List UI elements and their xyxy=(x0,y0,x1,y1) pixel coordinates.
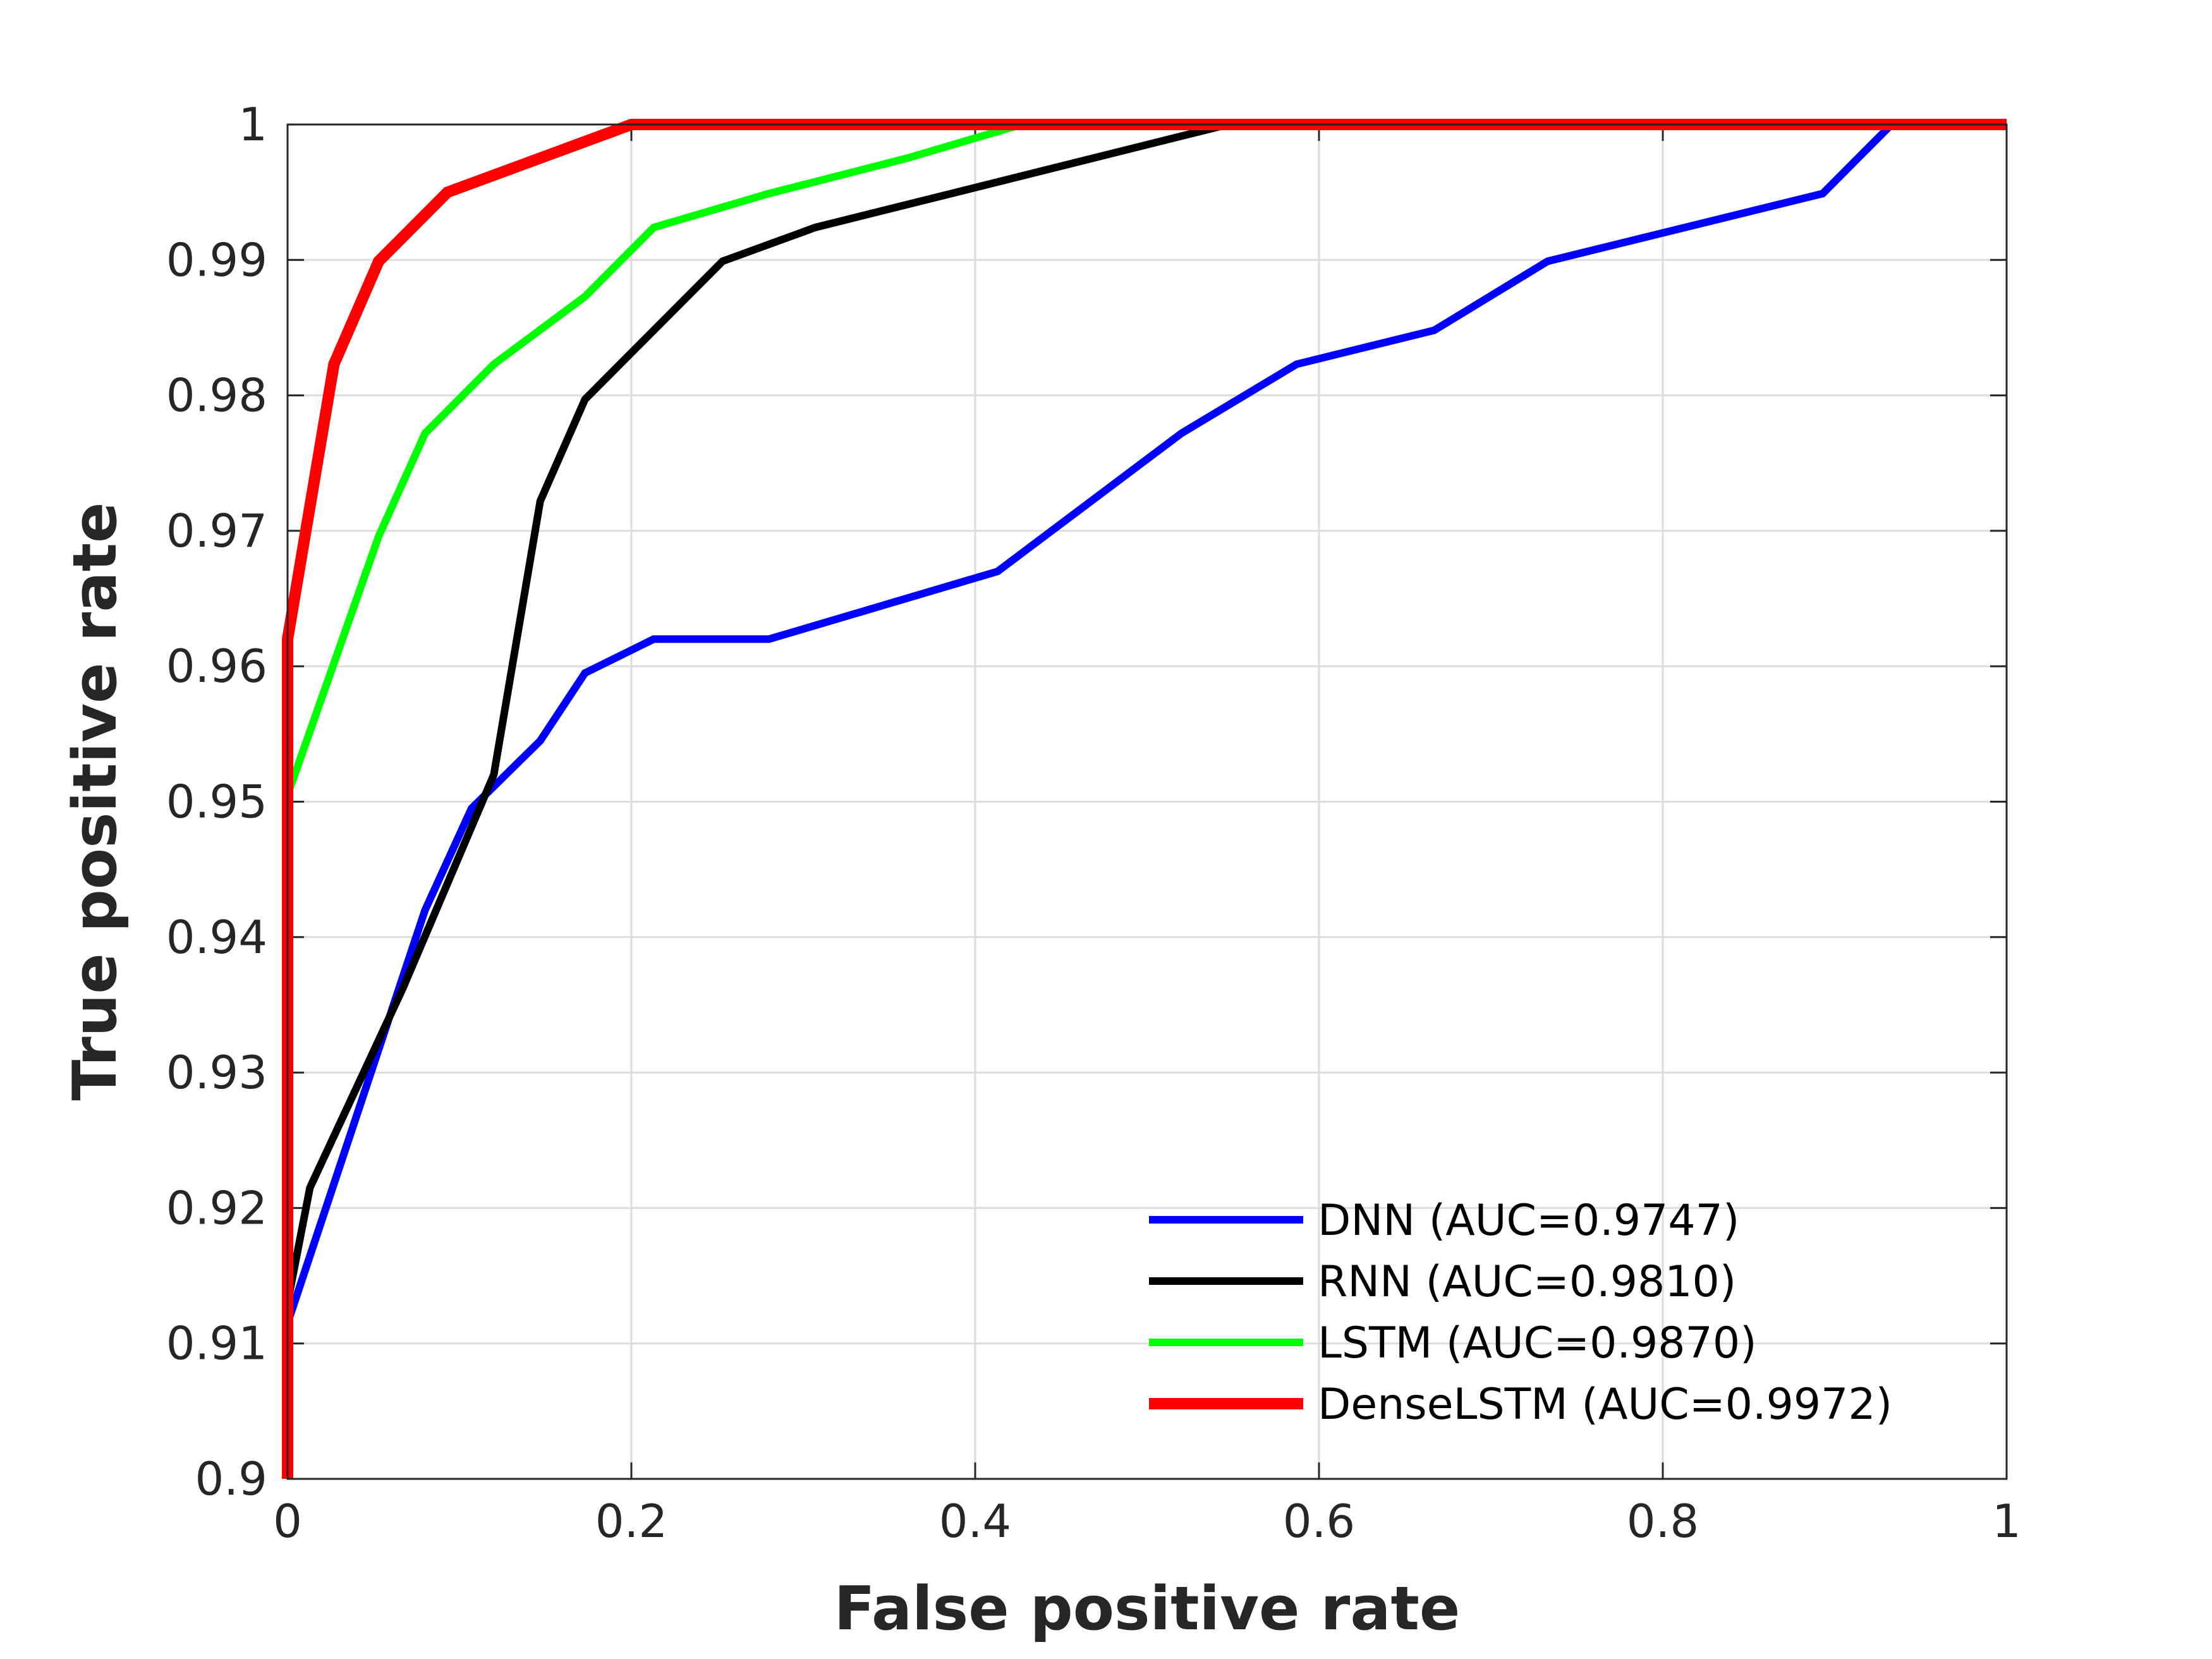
y-tick-label: 0.96 xyxy=(166,640,267,693)
y-axis-title: True positive rate xyxy=(61,502,130,1101)
legend-label: DenseLSTM (AUC=0.9972) xyxy=(1318,1380,1892,1430)
y-tick-label: 1 xyxy=(238,98,267,151)
y-tick-label: 0.95 xyxy=(166,775,267,829)
series-line-1 xyxy=(284,121,2007,1325)
legend-label: DNN (AUC=0.9747) xyxy=(1318,1196,1739,1246)
x-tick-label: 1 xyxy=(1992,1495,2021,1548)
y-tick-label: 0.91 xyxy=(166,1317,267,1370)
y-tick-label: 0.97 xyxy=(166,504,267,557)
series-line-3 xyxy=(284,121,2007,796)
y-tick-label: 0.93 xyxy=(166,1046,267,1099)
x-tick-label: 0.6 xyxy=(1283,1495,1356,1548)
y-tick-label: 0.99 xyxy=(166,233,267,286)
legend-label: RNN (AUC=0.9810) xyxy=(1318,1257,1736,1307)
series-line-2 xyxy=(284,121,2007,1304)
grid-lines xyxy=(288,125,2007,1479)
x-tick-label: 0.4 xyxy=(939,1495,1012,1548)
x-axis-title: False positive rate xyxy=(834,1574,1461,1644)
x-tick-label: 0 xyxy=(273,1495,302,1548)
legend-label: LSTM (AUC=0.9870) xyxy=(1318,1318,1757,1368)
x-tick-label: 0.8 xyxy=(1627,1495,1699,1548)
y-tick-label: 0.94 xyxy=(166,911,267,964)
x-tick-labels: 0 0.2 0.4 0.6 0.8 1 xyxy=(273,1495,2021,1548)
y-tick-label: 0.92 xyxy=(166,1181,267,1234)
x-tick-label: 0.2 xyxy=(595,1495,668,1548)
y-tick-labels: 0.9 0.91 0.92 0.93 0.94 0.95 0.96 0.97 0.98 0.99 1 xyxy=(166,98,267,1505)
y-tick-label: 0.98 xyxy=(166,369,267,422)
y-tick-label: 0.9 xyxy=(195,1452,267,1505)
plot-frame xyxy=(286,123,2008,1480)
legend: DNN (AUC=0.9747) RNN (AUC=0.9810) LSTM (AU… xyxy=(1149,1196,1892,1430)
